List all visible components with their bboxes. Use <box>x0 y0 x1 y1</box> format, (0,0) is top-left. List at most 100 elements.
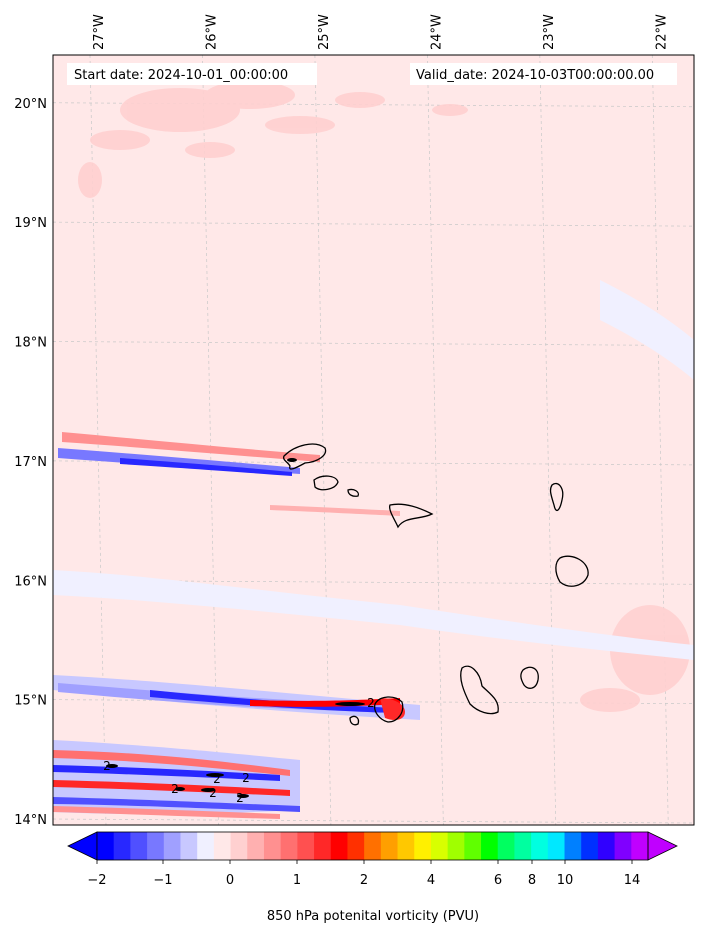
lat-tick-label: 18°N <box>14 336 47 351</box>
pv-streak-17n <box>58 432 400 516</box>
colorbar-tick-label: 0 <box>226 873 234 888</box>
colorbar-segment <box>464 832 482 860</box>
colorbar-segment <box>447 832 465 860</box>
colorbar-tick-label: 1 <box>293 873 301 888</box>
map-area: 22 22 222 <box>53 55 694 825</box>
colorbar-segment <box>180 832 198 860</box>
pv-streak-15n <box>58 683 405 720</box>
contour-2pvu <box>106 458 365 798</box>
colorbar-segment <box>113 832 131 860</box>
longitude-tick-labels: 27°W 26°W 25°W 24°W 23°W 22°W <box>92 14 669 50</box>
gridline-lon <box>539 55 557 825</box>
valid-date-box <box>410 63 677 85</box>
valid-date-text: Valid_date: 2024-10-03T00:00:00.00 <box>416 68 654 83</box>
contour-label: 2 <box>171 782 179 796</box>
colorbar-segment <box>230 832 248 860</box>
colorbar-tick-label: 10 <box>557 873 574 888</box>
colorbar-tick-label: −2 <box>87 873 106 888</box>
colorbar-segment <box>314 832 332 860</box>
contour-label: 2 <box>242 771 250 785</box>
colorbar-segment <box>397 832 415 860</box>
colorbar-segment <box>163 832 181 860</box>
colorbar-segment <box>364 832 382 860</box>
island-santa-luzia <box>347 488 360 497</box>
contour-label: 2 <box>236 791 244 805</box>
start-date-box <box>67 63 317 85</box>
coastlines <box>282 443 589 726</box>
gridline-lat <box>53 460 694 466</box>
lat-tick-label: 15°N <box>14 694 47 709</box>
contour-label: 2 <box>367 696 375 710</box>
colorbar <box>67 831 678 861</box>
island-sao-vicente <box>313 475 339 491</box>
colorbar-tick-label: 14 <box>624 873 641 888</box>
pv-noise-south <box>53 750 300 819</box>
colorbar-extend-max <box>647 831 678 861</box>
gridline-lon <box>202 55 219 825</box>
colorbar-segment <box>547 832 566 860</box>
colorbar-segment <box>564 832 582 860</box>
colorbar-segment <box>280 832 298 860</box>
colorbar-segment <box>347 832 365 860</box>
lon-tick-label: 25°W <box>317 14 332 50</box>
colorbar-segment <box>97 832 115 860</box>
island-brava <box>349 715 360 726</box>
island-sal <box>549 482 564 512</box>
colorbar-tick-label: 4 <box>427 873 435 888</box>
contour-label: 2 <box>103 759 111 773</box>
colorbar-tick-label: −1 <box>153 873 172 888</box>
island-fogo <box>374 696 404 723</box>
colorbar-tick-label: 6 <box>494 873 502 888</box>
colorbar-segment <box>597 832 616 860</box>
colorbar-segment <box>330 832 348 860</box>
island-sao-nicolau <box>389 503 434 529</box>
colorbar-segment <box>531 832 549 860</box>
colorbar-segment <box>197 832 215 860</box>
gridline-lat <box>53 341 694 346</box>
colorbar-segment <box>130 832 148 860</box>
contour-label: 2 <box>213 772 221 786</box>
lon-tick-label: 27°W <box>92 14 107 50</box>
colorbar-frame <box>96 831 649 861</box>
island-santiago <box>460 665 499 715</box>
gridline-lat <box>53 579 694 585</box>
lat-tick-label: 14°N <box>14 813 47 828</box>
colorbar-segment <box>631 832 649 860</box>
lon-tick-label: 23°W <box>542 14 557 50</box>
gridline-lat <box>53 221 694 227</box>
colorbar-segment <box>247 832 265 860</box>
colorbar-tick-label: 2 <box>360 873 368 888</box>
lat-tick-label: 16°N <box>14 574 47 589</box>
colorbar-segment <box>414 832 432 860</box>
contour-label: 2 <box>209 786 217 800</box>
gridline-lon <box>427 55 444 825</box>
colorbar-segment <box>380 832 399 860</box>
colorbar-label: 850 hPa potenital vorticity (PVU) <box>267 909 479 924</box>
lat-tick-label: 17°N <box>14 455 47 470</box>
colorbar-segment <box>581 832 599 860</box>
gridline-lat <box>53 818 694 824</box>
colorbar-segment <box>263 832 282 860</box>
gridline-lon <box>651 55 669 825</box>
start-date-text: Start date: 2024-10-01_00:00:00 <box>74 68 288 83</box>
colorbar-tick-label: 8 <box>528 873 536 888</box>
colorbar-segment <box>514 832 532 860</box>
lon-tick-label: 24°W <box>429 14 444 50</box>
lat-tick-label: 19°N <box>14 216 47 231</box>
colorbar-segment <box>213 832 232 860</box>
colorbar-extend-min <box>67 831 98 861</box>
colorbar-segment <box>147 832 165 860</box>
colorbar-segment <box>430 832 449 860</box>
gridline-lon <box>314 55 332 825</box>
colorbar-segment <box>614 832 632 860</box>
island-boa-vista <box>555 555 589 587</box>
colorbar-segment <box>497 832 515 860</box>
lat-tick-label: 20°N <box>14 97 47 112</box>
colorbar-tick-labels: −2 −1 0 1 2 4 6 8 10 14 <box>87 860 640 888</box>
lon-tick-label: 26°W <box>204 14 219 50</box>
island-maio <box>520 666 539 689</box>
colorbar-segment <box>297 832 315 860</box>
map-frame <box>52 54 695 826</box>
latitude-tick-labels: 20°N 19°N 18°N 17°N 16°N 15°N 14°N <box>14 97 47 828</box>
